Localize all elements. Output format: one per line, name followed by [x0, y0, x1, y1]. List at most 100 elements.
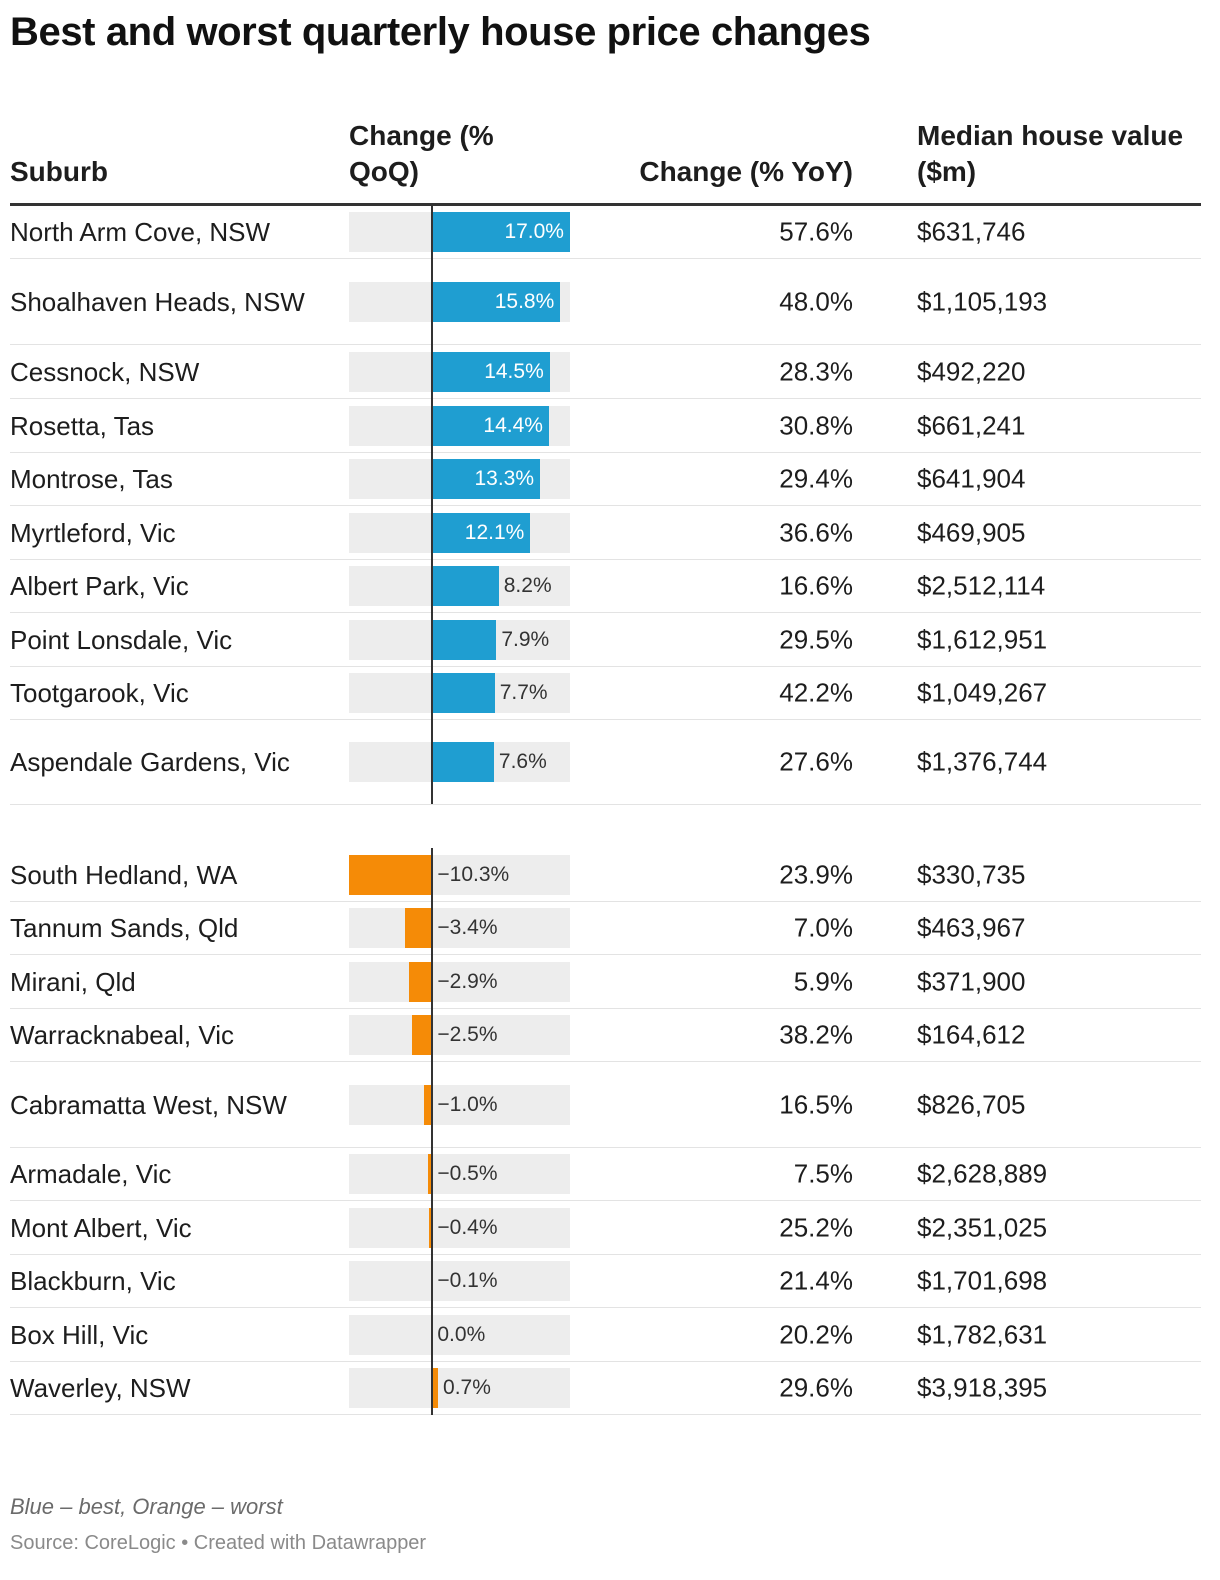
qoq-label: −0.5% — [437, 1162, 498, 1185]
qoq-label: 17.0% — [504, 220, 564, 243]
suburb-cell: Point Lonsdale, Vic — [10, 624, 233, 655]
qoq-label: 0.7% — [443, 1376, 491, 1399]
yoy-cell: 21.4% — [779, 1265, 853, 1296]
qoq-bar-track: 17.0% — [349, 212, 570, 252]
yoy-cell: 23.9% — [779, 859, 853, 889]
qoq-bar — [432, 459, 541, 499]
yoy-cell: 20.2% — [779, 1319, 853, 1349]
median-cell: $469,905 — [917, 517, 1026, 547]
suburb-cell: Mirani, Qld — [10, 966, 136, 997]
qoq-bar-track: 0.7% — [349, 1368, 570, 1408]
yoy-cell: 48.0% — [779, 286, 853, 316]
qoq-label: −1.0% — [437, 1092, 498, 1116]
median-cell: $1,701,698 — [917, 1265, 1048, 1296]
qoq-bar — [432, 619, 497, 660]
median-cell: $2,351,025 — [917, 1212, 1048, 1242]
qoq-bar-track: −2.9% — [349, 961, 570, 1002]
qoq-label: 13.3% — [474, 467, 535, 490]
yoy-cell: 29.5% — [779, 624, 853, 654]
table-header: Suburb Change (% QoQ) Change (% YoY) Med… — [10, 112, 1201, 204]
suburb-cell: Rosetta, Tas — [10, 410, 155, 441]
qoq-label: 0.0% — [437, 1322, 486, 1346]
qoq-bar — [432, 1368, 439, 1408]
qoq-bar — [432, 351, 550, 392]
qoq-label: 14.4% — [483, 413, 543, 437]
footer-note: Blue – best, Orange – worst — [10, 1494, 283, 1519]
table-row: Montrose, Tas 13.3% 29.4% $641,904 — [10, 453, 1201, 506]
footer-source: Source: CoreLogic • Created with Datawra… — [10, 1532, 427, 1554]
qoq-bar — [424, 1084, 433, 1125]
table-row: Cessnock, NSW 14.5% 28.3% $492,220 — [10, 345, 1201, 399]
qoq-bar — [432, 742, 494, 782]
yoy-cell: 28.3% — [779, 356, 853, 386]
qoq-label: 8.2% — [503, 574, 552, 597]
qoq-bar — [432, 512, 531, 553]
qoq-label: −2.5% — [437, 1023, 498, 1046]
table-body: North Arm Cove, NSW 17.0% 57.6% $631,746 Sho… — [10, 0, 1201, 1420]
suburb-cell: Aspendale Gardens, Vic — [10, 747, 290, 777]
table-row: Rosetta, Tas 14.4% 30.8% $661,241 — [10, 399, 1201, 453]
table-row: Box Hill, Vic 0.0% 20.2% $1,782,631 — [10, 1308, 1201, 1362]
suburb-cell: Montrose, Tas — [10, 464, 173, 494]
suburb-cell: Warracknabeal, Vic — [10, 1020, 234, 1050]
qoq-bar-track: −0.1% — [349, 1261, 570, 1301]
qoq-label: 7.9% — [501, 627, 550, 651]
suburb-cell: Tootgarook, Vic — [10, 678, 189, 708]
suburb-cell: Mont Albert, Vic — [10, 1212, 192, 1243]
yoy-cell: 29.4% — [779, 463, 853, 494]
median-cell: $2,628,889 — [917, 1158, 1048, 1189]
header-yoy[interactable]: Change (% YoY) — [639, 156, 853, 187]
table-row: North Arm Cove, NSW 17.0% 57.6% $631,746 — [10, 206, 1201, 259]
median-cell: $641,904 — [917, 463, 1026, 494]
yoy-cell: 29.6% — [779, 1372, 853, 1403]
qoq-label: −0.4% — [437, 1215, 498, 1239]
median-cell: $1,049,267 — [917, 677, 1048, 708]
suburb-cell: Cabramatta West, NSW — [10, 1089, 287, 1120]
suburb-cell: Shoalhaven Heads, NSW — [10, 286, 305, 317]
yoy-cell: 7.0% — [793, 912, 853, 943]
median-cell: $1,376,744 — [917, 746, 1048, 777]
qoq-label: 12.1% — [464, 520, 525, 544]
table-row: Tootgarook, Vic 7.7% 42.2% $1,049,267 — [10, 667, 1201, 720]
median-cell: $1,782,631 — [917, 1319, 1048, 1349]
qoq-bar — [349, 854, 433, 895]
suburb-cell: Box Hill, Vic — [10, 1319, 149, 1350]
table-row: Shoalhaven Heads, NSW 15.8% 48.0% $1,105,19… — [10, 259, 1201, 345]
table-row: South Hedland, WA −10.3% 23.9% $330,735 — [10, 848, 1201, 902]
yoy-cell: 30.8% — [779, 410, 853, 440]
qoq-label: 7.7% — [499, 681, 548, 704]
qoq-bar-track: −0.5% — [349, 1154, 570, 1194]
qoq-label: 15.8% — [494, 289, 555, 313]
suburb-cell: South Hedland, WA — [10, 859, 238, 890]
yoy-cell: 7.5% — [793, 1158, 853, 1189]
suburb-cell: Waverley, NSW — [10, 1373, 191, 1403]
qoq-label: −2.9% — [437, 969, 498, 993]
table-row: Aspendale Gardens, Vic 7.6% 27.6% $1,376,74… — [10, 720, 1201, 805]
yoy-cell: 16.6% — [779, 570, 853, 601]
header-qoq[interactable]: Change (% QoQ) — [349, 120, 494, 187]
header-median[interactable]: Median house value ($m) — [917, 120, 1184, 187]
suburb-cell: Albert Park, Vic — [10, 571, 189, 601]
qoq-bar — [432, 212, 570, 252]
qoq-bar — [429, 1207, 433, 1248]
table-row: Albert Park, Vic 8.2% 16.6% $2,512,114 — [10, 560, 1201, 613]
yoy-cell: 57.6% — [779, 216, 853, 247]
qoq-bar-track: −3.4% — [349, 908, 570, 948]
median-cell: $631,746 — [917, 216, 1026, 247]
suburb-cell: Myrtleford, Vic — [10, 517, 176, 548]
header-suburb[interactable]: Suburb — [10, 156, 108, 187]
table-row: Blackburn, Vic −0.1% 21.4% $1,701,698 — [10, 1255, 1201, 1308]
qoq-label: 14.5% — [484, 359, 544, 383]
qoq-bar-track: 8.2% — [349, 566, 570, 606]
qoq-bar-track: 7.9% — [349, 619, 570, 660]
qoq-bar — [432, 673, 495, 713]
median-cell: $826,705 — [917, 1089, 1026, 1119]
chart-title: Best and worst quarterly house price cha… — [10, 10, 871, 54]
table-row: Waverley, NSW 0.7% 29.6% $3,918,395 — [10, 1362, 1201, 1415]
qoq-bar — [432, 566, 499, 606]
median-cell: $463,967 — [917, 912, 1026, 943]
qoq-bar-track: 12.1% — [349, 512, 570, 553]
qoq-bar — [412, 1015, 433, 1055]
zero-axis-line — [431, 848, 434, 1415]
qoq-bar — [428, 1154, 433, 1194]
